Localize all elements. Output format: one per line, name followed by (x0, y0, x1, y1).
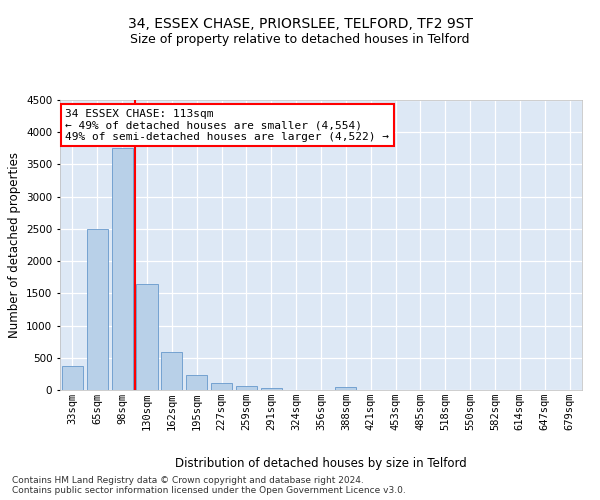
Text: 34, ESSEX CHASE, PRIORSLEE, TELFORD, TF2 9ST: 34, ESSEX CHASE, PRIORSLEE, TELFORD, TF2… (128, 18, 473, 32)
Bar (161, 352, 182, 390)
Text: Size of property relative to detached houses in Telford: Size of property relative to detached ho… (130, 32, 470, 46)
Bar (211, 383, 232, 390)
Bar (236, 386, 257, 390)
Text: Contains HM Land Registry data © Crown copyright and database right 2024.
Contai: Contains HM Land Registry data © Crown c… (12, 476, 406, 495)
Text: Distribution of detached houses by size in Telford: Distribution of detached houses by size … (175, 458, 467, 470)
Y-axis label: Number of detached properties: Number of detached properties (8, 152, 20, 338)
Text: 34 ESSEX CHASE: 113sqm
← 49% of detached houses are smaller (4,554)
49% of semi-: 34 ESSEX CHASE: 113sqm ← 49% of detached… (65, 108, 389, 142)
Bar (186, 375, 207, 390)
Bar (62, 366, 83, 390)
Bar (261, 388, 282, 390)
Bar (335, 387, 356, 390)
Bar (87, 229, 108, 390)
Bar (112, 148, 133, 390)
Bar (136, 284, 158, 390)
